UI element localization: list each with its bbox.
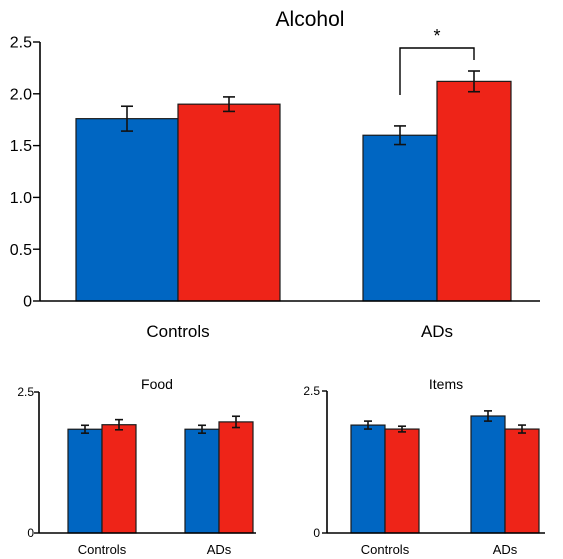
- chart-panel-items: Items Controls ADs 0 2.5: [303, 376, 545, 557]
- chart-title: Food: [141, 376, 173, 392]
- y-tick-label: 2.5: [17, 385, 34, 399]
- y-tick-label: 2.5: [303, 384, 320, 398]
- y-tick-label: 2.5: [10, 35, 32, 52]
- bar-ads-red: [436, 80, 512, 302]
- category-label-ads: ADs: [493, 542, 518, 557]
- y-tick-label: 2.0: [10, 86, 32, 103]
- bar-ads-blue: [184, 428, 220, 534]
- chart-title: Items: [429, 376, 463, 392]
- bar-controls-red: [177, 103, 281, 302]
- y-tick-label: 0: [27, 526, 34, 540]
- chart-panel-alcohol: Alcohol Controls ADs 0 0.5 1.0 1.5 2.0 2.5 *: [10, 8, 540, 341]
- y-tick-label: 1.0: [10, 190, 32, 207]
- bar-controls-blue: [75, 118, 179, 302]
- y-tick-label: 0: [23, 294, 32, 311]
- y-tick-label: 0: [313, 526, 320, 540]
- y-tick-label: 1.5: [10, 138, 32, 155]
- category-label-controls: Controls: [361, 542, 410, 557]
- category-label-ads: ADs: [421, 322, 453, 341]
- bar-ads-red: [504, 428, 540, 534]
- bar-controls-red: [384, 428, 420, 534]
- bar-controls-blue: [67, 428, 103, 534]
- bar-ads-blue: [470, 415, 506, 534]
- y-tick-label: 0.5: [10, 242, 32, 259]
- significance-bracket: [399, 47, 475, 95]
- chart-title: Alcohol: [276, 8, 345, 31]
- significance-marker: *: [433, 26, 440, 46]
- bar-ads-red: [218, 421, 254, 534]
- bar-ads-blue: [362, 134, 438, 302]
- bar-controls-red: [101, 424, 137, 534]
- category-label-controls: Controls: [78, 542, 127, 557]
- chart-panel-food: Food Controls ADs 0 2.5: [17, 376, 256, 557]
- category-label-ads: ADs: [207, 542, 232, 557]
- category-label-controls: Controls: [146, 322, 209, 341]
- bar-controls-blue: [350, 424, 386, 534]
